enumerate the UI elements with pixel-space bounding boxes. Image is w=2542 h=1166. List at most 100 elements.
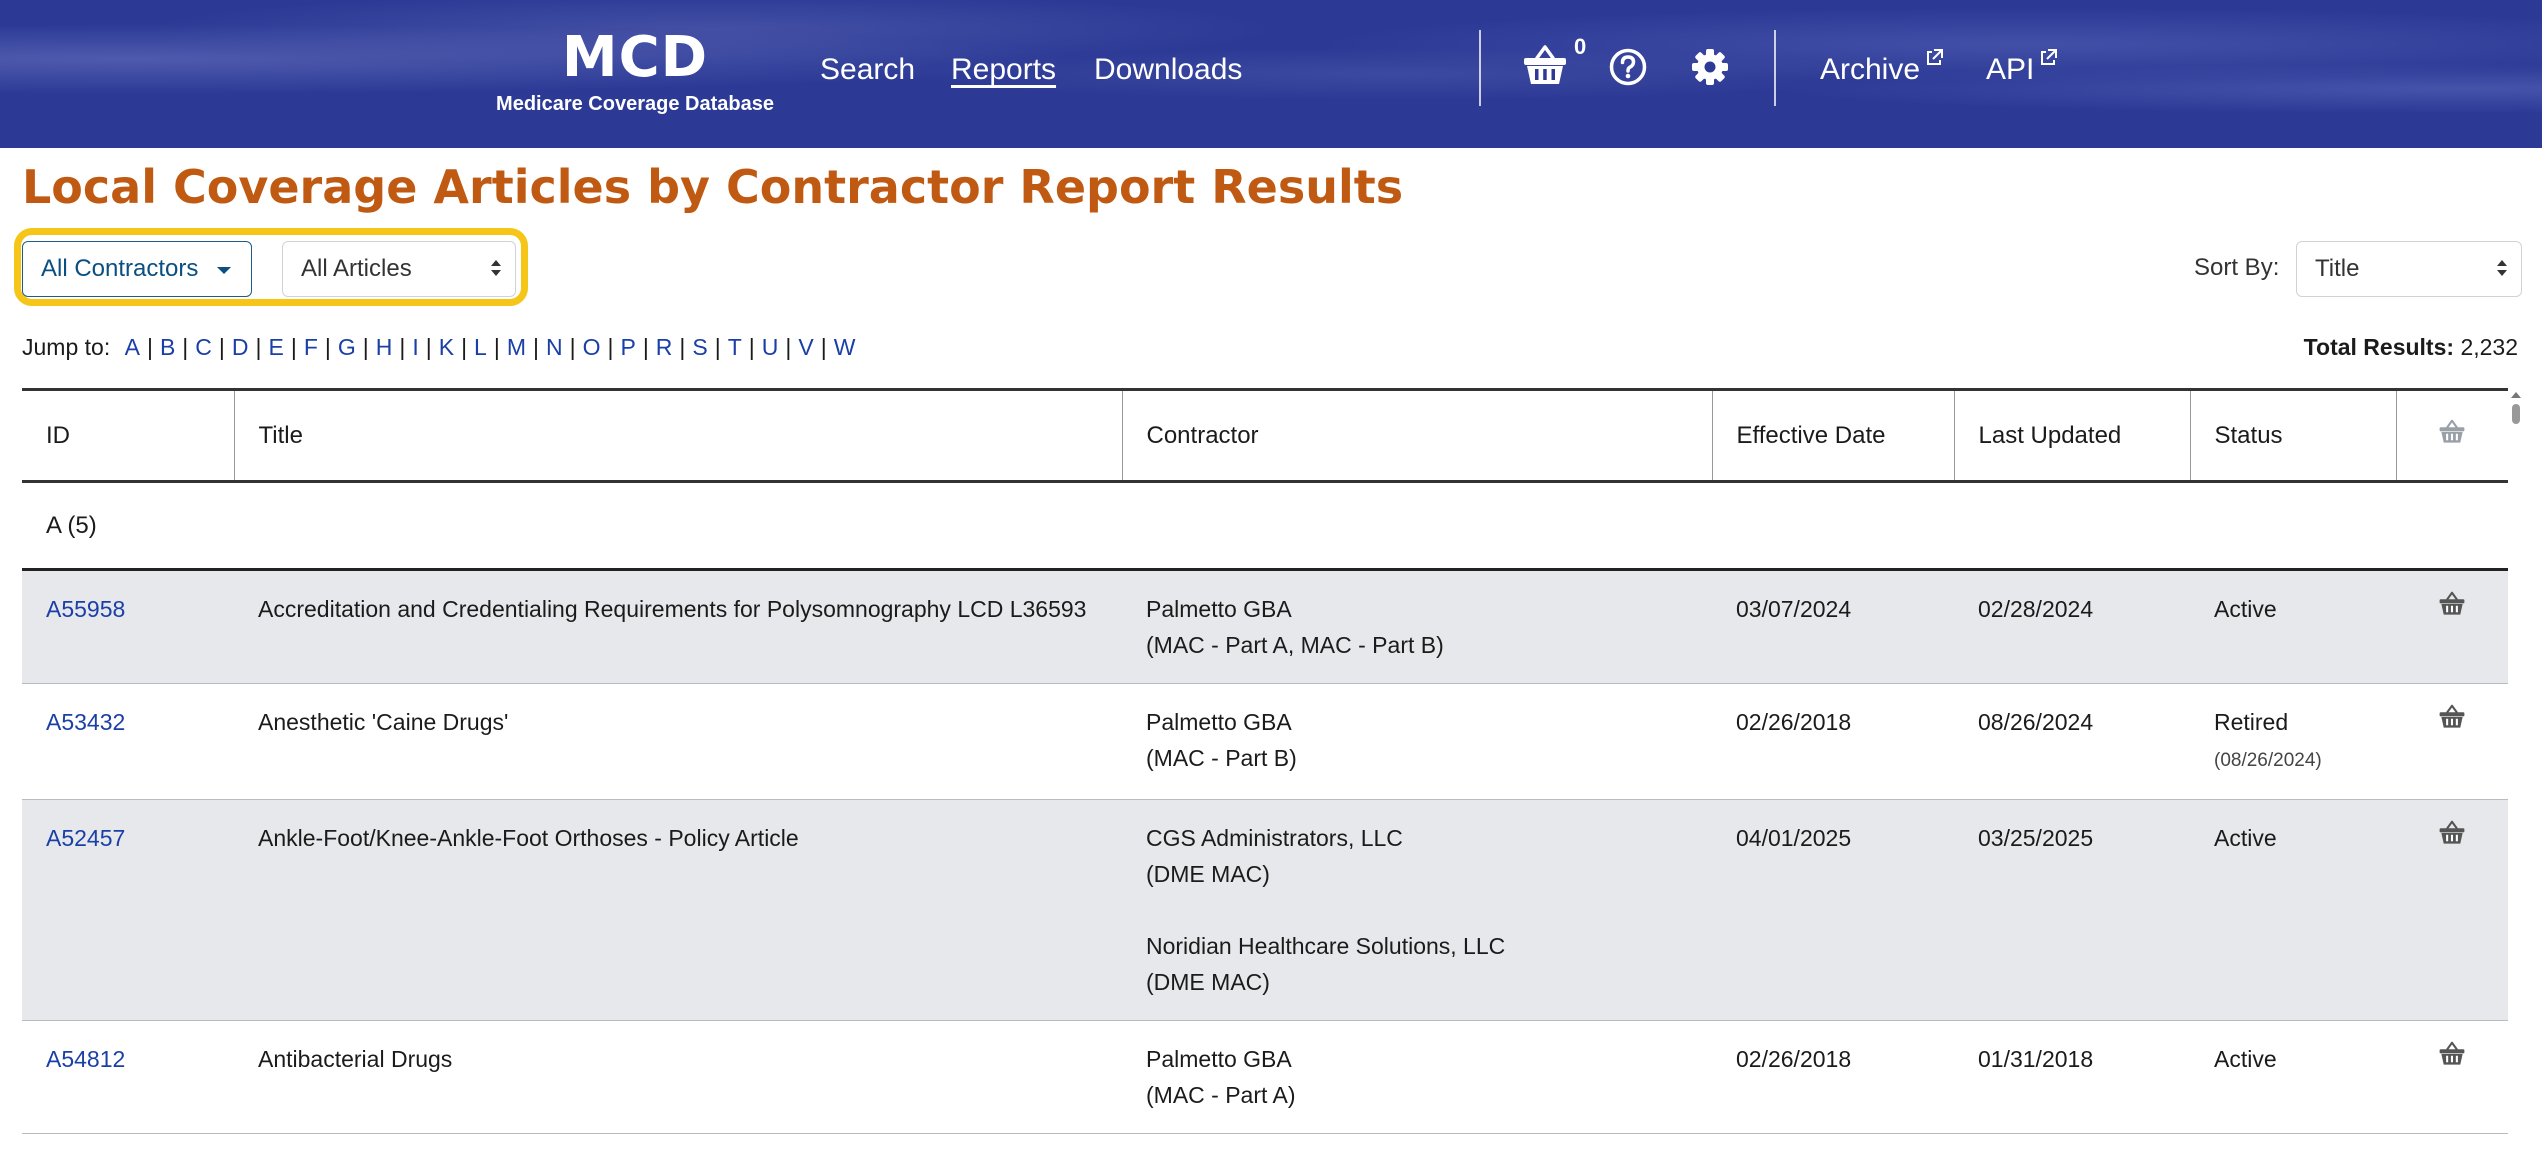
- column-header-status[interactable]: Status: [2189, 388, 2396, 483]
- contractor-name: Noridian Healthcare Solutions, LLC: [1146, 933, 1506, 959]
- contractor-name: Palmetto GBA: [1146, 596, 1292, 622]
- nav-reports[interactable]: Reports: [951, 53, 1057, 86]
- article-id-link[interactable]: A54812: [46, 1046, 126, 1072]
- contractor-type: (DME MAC): [1146, 969, 1270, 995]
- header-divider: [1774, 30, 1776, 106]
- gear-icon[interactable]: [1691, 48, 1729, 86]
- jump-letter-d[interactable]: D: [231, 334, 249, 360]
- jump-separator: |: [533, 334, 539, 360]
- id-cell: A55958: [22, 569, 234, 684]
- jump-letter-p[interactable]: P: [620, 334, 636, 360]
- jump-letter-u[interactable]: U: [761, 334, 779, 360]
- add-to-basket-button[interactable]: [2396, 569, 2508, 684]
- jump-to-label: Jump to:: [22, 334, 111, 360]
- total-results: Total Results: 2,232: [2304, 334, 2518, 361]
- help-icon[interactable]: [1609, 48, 1647, 86]
- id-cell: A54812: [22, 1020, 234, 1134]
- contractor-type: (MAC - Part B): [1146, 745, 1297, 771]
- jump-separator: |: [714, 334, 721, 360]
- external-link-icon: [1927, 49, 1944, 65]
- contractor-type: (DME MAC): [1146, 861, 1270, 887]
- jump-separator: |: [146, 334, 153, 360]
- add-to-basket-button[interactable]: [2396, 683, 2508, 800]
- total-results-value: 2,232: [2460, 334, 2518, 360]
- nav-archive[interactable]: Archive: [1820, 49, 1944, 90]
- contractor-type: (MAC - Part A): [1146, 1082, 1296, 1108]
- jump-letter-m[interactable]: M: [506, 334, 526, 360]
- column-header-basket: [2395, 388, 2508, 483]
- jump-letter-f[interactable]: F: [303, 334, 318, 360]
- table-row: A55958 Accreditation and Credentialing Re…: [22, 569, 2508, 684]
- article-id-link[interactable]: A52457: [46, 825, 126, 851]
- table-row: A54812 Antibacterial Drugs Palmetto GBA (MA…: [22, 1020, 2508, 1134]
- jump-letter-r[interactable]: R: [655, 334, 673, 360]
- last-updated-cell: 01/31/2018: [1954, 1020, 2190, 1134]
- jump-letter-s[interactable]: S: [692, 334, 708, 360]
- id-cell: A53432: [22, 683, 234, 800]
- effective-date-cell: 03/07/2024: [1712, 569, 1954, 684]
- jump-letter-v[interactable]: V: [798, 334, 814, 360]
- nav-api[interactable]: API: [1986, 49, 2058, 90]
- status-cell: Retired (08/26/2024): [2190, 683, 2396, 800]
- jump-letter-c[interactable]: C: [195, 334, 212, 360]
- basket-icon[interactable]: [1522, 44, 1568, 88]
- contractor-cell: Palmetto GBA (MAC - Part A, MAC - Part B): [1122, 569, 1712, 684]
- status-text: Active: [2214, 596, 2277, 622]
- results-table: ID Title Contractor Effective Date Last …: [22, 388, 2508, 1134]
- jump-letter-n[interactable]: N: [545, 334, 563, 360]
- jump-letter-t[interactable]: T: [727, 334, 742, 360]
- jump-letter-w[interactable]: W: [833, 334, 856, 360]
- header-divider: [1479, 30, 1481, 106]
- jump-letter-h[interactable]: H: [375, 334, 393, 360]
- basket-icon: [2439, 419, 2465, 443]
- contractor-name: Palmetto GBA: [1146, 709, 1292, 735]
- column-header-effective-date[interactable]: Effective Date: [1711, 388, 1954, 483]
- jump-separator: |: [748, 334, 755, 360]
- id-cell: A52457: [22, 799, 234, 1021]
- site-header: MCD Medicare Coverage Database Search Re…: [0, 0, 2542, 148]
- total-results-label: Total Results:: [2303, 334, 2455, 360]
- logo-subtitle: Medicare Coverage Database: [496, 93, 774, 115]
- filter-highlight: [14, 228, 528, 306]
- jump-separator: |: [785, 334, 792, 360]
- articles-select[interactable]: All Articles: [282, 241, 516, 297]
- nav-downloads[interactable]: Downloads: [1094, 53, 1243, 86]
- jump-letter-o[interactable]: O: [582, 334, 601, 360]
- jump-separator: |: [399, 334, 406, 360]
- add-to-basket-button[interactable]: [2396, 1020, 2508, 1134]
- jump-separator: |: [461, 334, 468, 360]
- contractor-type: (MAC - Part A, MAC - Part B): [1146, 632, 1444, 658]
- article-id-link[interactable]: A55958: [46, 596, 126, 622]
- article-id-link[interactable]: A53432: [46, 709, 126, 735]
- basket-icon: [2439, 591, 2465, 615]
- status-date: (08/26/2024): [2214, 750, 2322, 771]
- jump-letter-a[interactable]: A: [124, 334, 140, 360]
- scroll-up-arrow-icon[interactable]: [2511, 392, 2521, 398]
- jump-letter-l[interactable]: L: [474, 334, 487, 360]
- column-header-contractor[interactable]: Contractor: [1121, 388, 1712, 483]
- jump-letter-e[interactable]: E: [268, 334, 284, 360]
- jump-separator: |: [290, 334, 297, 360]
- column-header-title[interactable]: Title: [233, 388, 1122, 483]
- table-scrollbar-thumb[interactable]: [2512, 404, 2520, 424]
- column-header-id[interactable]: ID: [22, 388, 234, 483]
- contractors-dropdown-button[interactable]: All Contractors: [22, 241, 252, 297]
- jump-separator: |: [362, 334, 369, 360]
- cart-count-badge: 0: [1574, 34, 1587, 59]
- jump-letter-g[interactable]: G: [337, 334, 356, 360]
- column-header-last-updated[interactable]: Last Updated: [1953, 388, 2190, 483]
- mcd-logo[interactable]: MCD Medicare Coverage Database: [490, 28, 780, 116]
- jump-letter-i[interactable]: I: [412, 334, 419, 360]
- sort-by-select[interactable]: Title: [2296, 241, 2522, 297]
- jump-letter-k[interactable]: K: [438, 334, 455, 360]
- select-arrows-icon: [491, 258, 501, 280]
- status-cell: Active: [2190, 1020, 2396, 1134]
- nav-search[interactable]: Search: [820, 53, 916, 86]
- add-to-basket-button[interactable]: [2396, 799, 2508, 1021]
- results-table-container[interactable]: ID Title Contractor Effective Date Last …: [22, 388, 2508, 1166]
- nav-archive-label: Archive: [1820, 53, 1921, 86]
- last-updated-cell: 03/25/2025: [1954, 799, 2190, 1021]
- logo-title: MCD: [561, 25, 709, 90]
- jump-separator: |: [218, 334, 225, 360]
- jump-letter-b[interactable]: B: [159, 334, 176, 360]
